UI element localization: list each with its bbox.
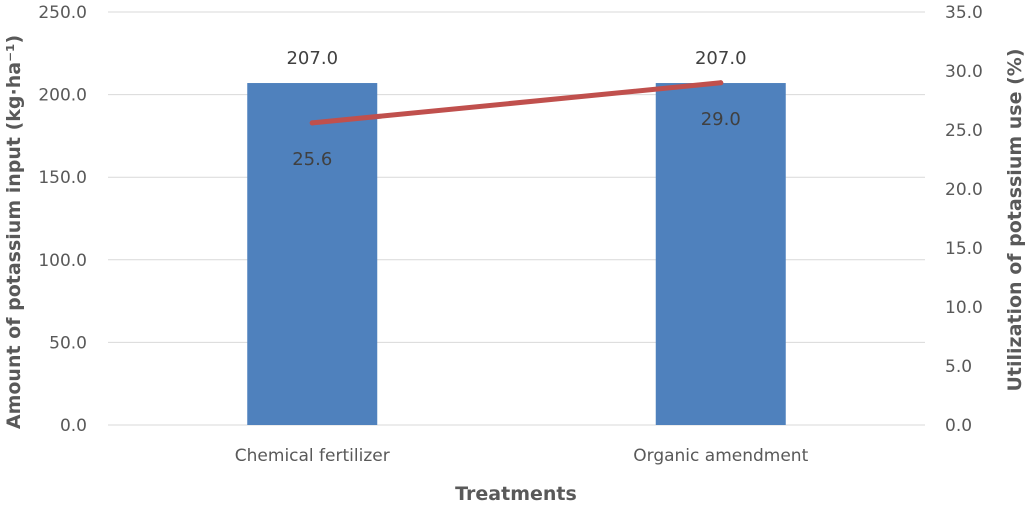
right-axis-title: Utilization of potassium use (%) bbox=[1004, 48, 1026, 391]
bar bbox=[655, 83, 786, 425]
x-axis-title: Treatments bbox=[455, 483, 577, 505]
right-tick-label: 10.0 bbox=[945, 298, 983, 318]
data-labels: 207.0 207.0 25.6 29.0 bbox=[286, 48, 746, 170]
right-tick-label: 5.0 bbox=[945, 357, 972, 377]
left-tick-label: 100.0 bbox=[38, 251, 87, 271]
right-tick-label: 35.0 bbox=[945, 3, 983, 23]
bar-series bbox=[247, 83, 786, 425]
left-tick-label: 250.0 bbox=[38, 3, 87, 23]
right-tick-label: 20.0 bbox=[945, 180, 983, 200]
category-labels: Chemical fertilizer Organic amendment bbox=[235, 446, 809, 466]
bar-data-label: 207.0 bbox=[286, 48, 338, 69]
right-tick-label: 0.0 bbox=[945, 416, 972, 436]
line-point bbox=[309, 120, 315, 126]
line-point bbox=[718, 80, 724, 86]
left-tick-label: 0.0 bbox=[60, 416, 87, 436]
line-data-label: 25.6 bbox=[292, 149, 332, 170]
line-series-path bbox=[309, 80, 724, 126]
left-axis-title: Amount of potassium input (kg·ha⁻¹) bbox=[3, 35, 25, 429]
category-label: Chemical fertilizer bbox=[235, 446, 390, 466]
line-series bbox=[309, 80, 724, 126]
right-axis-ticks: 0.0 5.0 10.0 15.0 20.0 25.0 30.0 35.0 bbox=[945, 3, 983, 436]
left-axis-ticks: 0.0 50.0 100.0 150.0 200.0 250.0 bbox=[38, 3, 87, 436]
gridlines bbox=[108, 11, 925, 426]
left-tick-label: 200.0 bbox=[38, 86, 87, 106]
line-data-label: 29.0 bbox=[701, 109, 741, 130]
bar-data-label: 207.0 bbox=[695, 48, 747, 69]
right-tick-label: 30.0 bbox=[945, 62, 983, 82]
bar bbox=[247, 83, 378, 425]
right-tick-label: 25.0 bbox=[945, 121, 983, 141]
category-label: Organic amendment bbox=[633, 446, 808, 466]
right-tick-label: 15.0 bbox=[945, 239, 983, 259]
left-tick-label: 50.0 bbox=[49, 333, 87, 353]
left-tick-label: 150.0 bbox=[38, 168, 87, 188]
